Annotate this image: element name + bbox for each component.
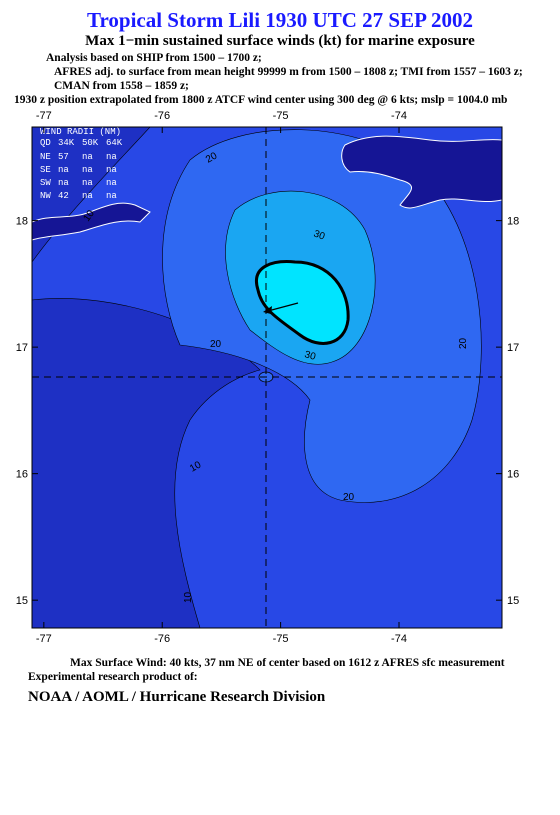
x-tick-label: -75 (273, 633, 289, 645)
contour-label: 10 (183, 591, 194, 603)
radii-cell: 42 (58, 191, 69, 201)
y-tick-label: 16 (16, 469, 28, 481)
y-tick-label: 15 (16, 595, 28, 607)
x-tick-label: -77 (36, 633, 52, 645)
radii-header: 64K (106, 138, 123, 148)
contour-label: 10 (188, 459, 204, 474)
x-tick-label: -74 (391, 110, 407, 122)
radii-cell: na (106, 165, 117, 175)
x-tick-label: -77 (36, 110, 52, 122)
radii-cell: na (82, 178, 93, 188)
radii-cell: na (82, 191, 93, 201)
radii-cell: na (58, 178, 69, 188)
credit: Experimental research product of: (28, 671, 198, 683)
radii-cell: na (106, 152, 117, 162)
radii-cell: 57 (58, 152, 69, 162)
radii-cell: SW (40, 178, 51, 188)
x-tick-label: -76 (154, 110, 170, 122)
y-tick-label: 16 (507, 469, 519, 481)
radii-cell: na (106, 191, 117, 201)
subtitle: Max 1−min sustained surface winds (kt) f… (85, 33, 475, 49)
frame (31, 126, 503, 629)
organization: NOAA / AOML / Hurricane Research Divisio… (28, 689, 326, 705)
motion-arrow (267, 302, 299, 312)
y-tick-label: 18 (16, 216, 28, 228)
contour-label: 20 (343, 492, 355, 503)
contour-label: 20 (458, 337, 469, 349)
contour-label: 30 (312, 228, 327, 242)
radii-cell: NW (40, 191, 51, 201)
contour-label: 20 (204, 150, 220, 165)
radii-header: QD (40, 138, 51, 148)
x-tick-label: -76 (154, 633, 170, 645)
contour-35 (255, 260, 350, 345)
x-tick-label: -74 (391, 633, 407, 645)
land (341, 135, 502, 209)
radii-cell: na (82, 152, 93, 162)
radii-cell: NE (40, 152, 51, 162)
radii-cell: na (106, 178, 117, 188)
max-wind: Max Surface Wind: 40 kts, 37 nm NE of ce… (70, 657, 505, 669)
contour-label: 20 (210, 339, 222, 350)
y-tick-label: 15 (507, 595, 519, 607)
note: Analysis based on SHIP from 1500 – 1700 … (46, 52, 262, 64)
y-tick-label: 18 (507, 216, 519, 228)
radii-header: 34K (58, 138, 75, 148)
title: Tropical Storm Lili 1930 UTC 27 SEP 2002 (87, 8, 473, 32)
note: AFRES adj. to surface from mean height 9… (54, 66, 523, 78)
note: 1930 z position extrapolated from 1800 z… (14, 94, 508, 106)
radii-header: 50K (82, 138, 99, 148)
wind-radii: WIND RADII (NM) QD 34K 50K 64K NE 57 na na SE na n… (40, 127, 123, 201)
radii-cell: na (82, 165, 93, 175)
y-tick-label: 17 (16, 342, 28, 354)
y-tick-label: 17 (507, 342, 519, 354)
radii-cell: na (58, 165, 69, 175)
contour-label: 30 (303, 349, 317, 363)
contours (32, 127, 502, 628)
arrow-head (263, 306, 272, 314)
map: 20 10 30 20 30 20 10 20 10 WIND RADII (N… (16, 110, 520, 645)
land (32, 202, 151, 241)
note: CMAN from 1558 – 1859 z; (54, 80, 189, 92)
radii-cell: SE (40, 165, 51, 175)
x-tick-label: -75 (273, 110, 289, 122)
radii-title: WIND RADII (NM) (40, 127, 121, 137)
contour-labels: 20 10 30 20 30 20 10 20 10 (81, 150, 469, 603)
